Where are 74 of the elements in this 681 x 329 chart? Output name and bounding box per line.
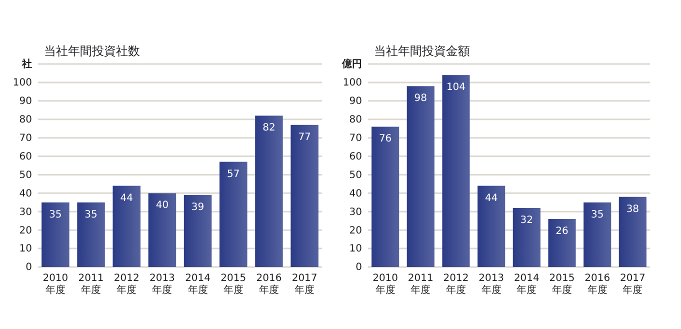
- bar: [584, 202, 612, 267]
- data-label: 35: [49, 209, 62, 220]
- bar: [77, 202, 105, 267]
- y-tick-label: 50: [349, 170, 362, 181]
- y-tick-label: 30: [19, 206, 32, 218]
- data-label: 39: [191, 202, 204, 214]
- bar: [512, 208, 540, 267]
- bar: [255, 116, 283, 267]
- x-tick-label: 2016 年度: [256, 273, 282, 296]
- x-tick-label: 2017 年度: [620, 273, 646, 296]
- bar: [148, 193, 176, 267]
- x-tick-label: 2015 年度: [549, 273, 575, 296]
- y-tick-label: 0: [26, 262, 32, 274]
- x-tick-label: 2014 年度: [185, 273, 211, 296]
- y-tick-label: 60: [19, 151, 32, 162]
- x-tick-label: 2010 年度: [372, 273, 398, 296]
- data-label: 32: [520, 214, 534, 226]
- data-label: 57: [227, 168, 240, 180]
- x-tick-label: 2013 年度: [478, 273, 504, 296]
- y-tick-label: 80: [349, 114, 362, 126]
- bar: [478, 186, 506, 267]
- bar: [618, 196, 646, 267]
- data-label: 77: [298, 132, 311, 143]
- data-label: 104: [446, 82, 466, 94]
- data-label: 44: [120, 192, 133, 204]
- y-tick-label: 90: [19, 96, 32, 108]
- bar: [220, 162, 248, 267]
- y-tick-label: 50: [19, 170, 32, 181]
- y-tick-label: 90: [349, 96, 362, 108]
- y-tick-label: 30: [349, 206, 362, 218]
- y-tick-label: 80: [19, 114, 32, 126]
- x-tick-label: 2010 年度: [42, 273, 68, 296]
- chart-title: 当社年間投資社数: [44, 44, 140, 58]
- data-label: 76: [378, 134, 392, 145]
- x-tick-label: 2011 年度: [408, 273, 434, 296]
- bar: [42, 202, 70, 267]
- x-tick-label: 2011 年度: [78, 273, 104, 296]
- data-label: 35: [84, 209, 98, 220]
- y-tick-label: 100: [342, 78, 362, 89]
- y-tick-label: 10: [349, 244, 362, 255]
- bar: [406, 86, 434, 267]
- data-label: 40: [156, 200, 169, 212]
- x-tick-label: 2013 年度: [149, 273, 175, 296]
- y-tick-label: 100: [12, 78, 32, 89]
- data-label: 44: [484, 192, 498, 204]
- x-tick-label: 2016 年度: [584, 273, 610, 296]
- bar: [112, 186, 140, 267]
- y-tick-label: 40: [349, 188, 362, 200]
- y-axis-title: 億円: [341, 58, 362, 70]
- bar: [372, 126, 400, 267]
- y-tick-label: 60: [349, 151, 362, 162]
- bar: [442, 75, 470, 267]
- data-label: 38: [626, 204, 640, 215]
- data-label: 26: [556, 226, 568, 238]
- data-label: 35: [590, 209, 604, 220]
- chart-title: 当社年間投資金額: [374, 44, 470, 58]
- bar: [184, 195, 212, 267]
- x-tick-label: 2014 年度: [514, 273, 540, 296]
- x-tick-label: 2012 年度: [443, 273, 469, 296]
- bar: [290, 124, 318, 267]
- y-tick-label: 10: [19, 244, 32, 255]
- y-tick-label: 70: [349, 133, 362, 144]
- y-tick-label: 0: [356, 262, 362, 274]
- x-tick-label: 2012 年度: [114, 273, 140, 296]
- y-tick-label: 20: [19, 225, 32, 236]
- data-label: 82: [262, 122, 276, 134]
- y-axis-title: 社: [21, 58, 32, 70]
- y-tick-label: 70: [19, 133, 32, 144]
- y-tick-label: 20: [349, 225, 362, 236]
- x-tick-label: 2015 年度: [220, 273, 246, 296]
- x-tick-label: 2017 年度: [292, 273, 318, 296]
- y-tick-label: 40: [19, 188, 32, 200]
- data-label: 98: [414, 93, 428, 104]
- bar: [548, 219, 576, 267]
